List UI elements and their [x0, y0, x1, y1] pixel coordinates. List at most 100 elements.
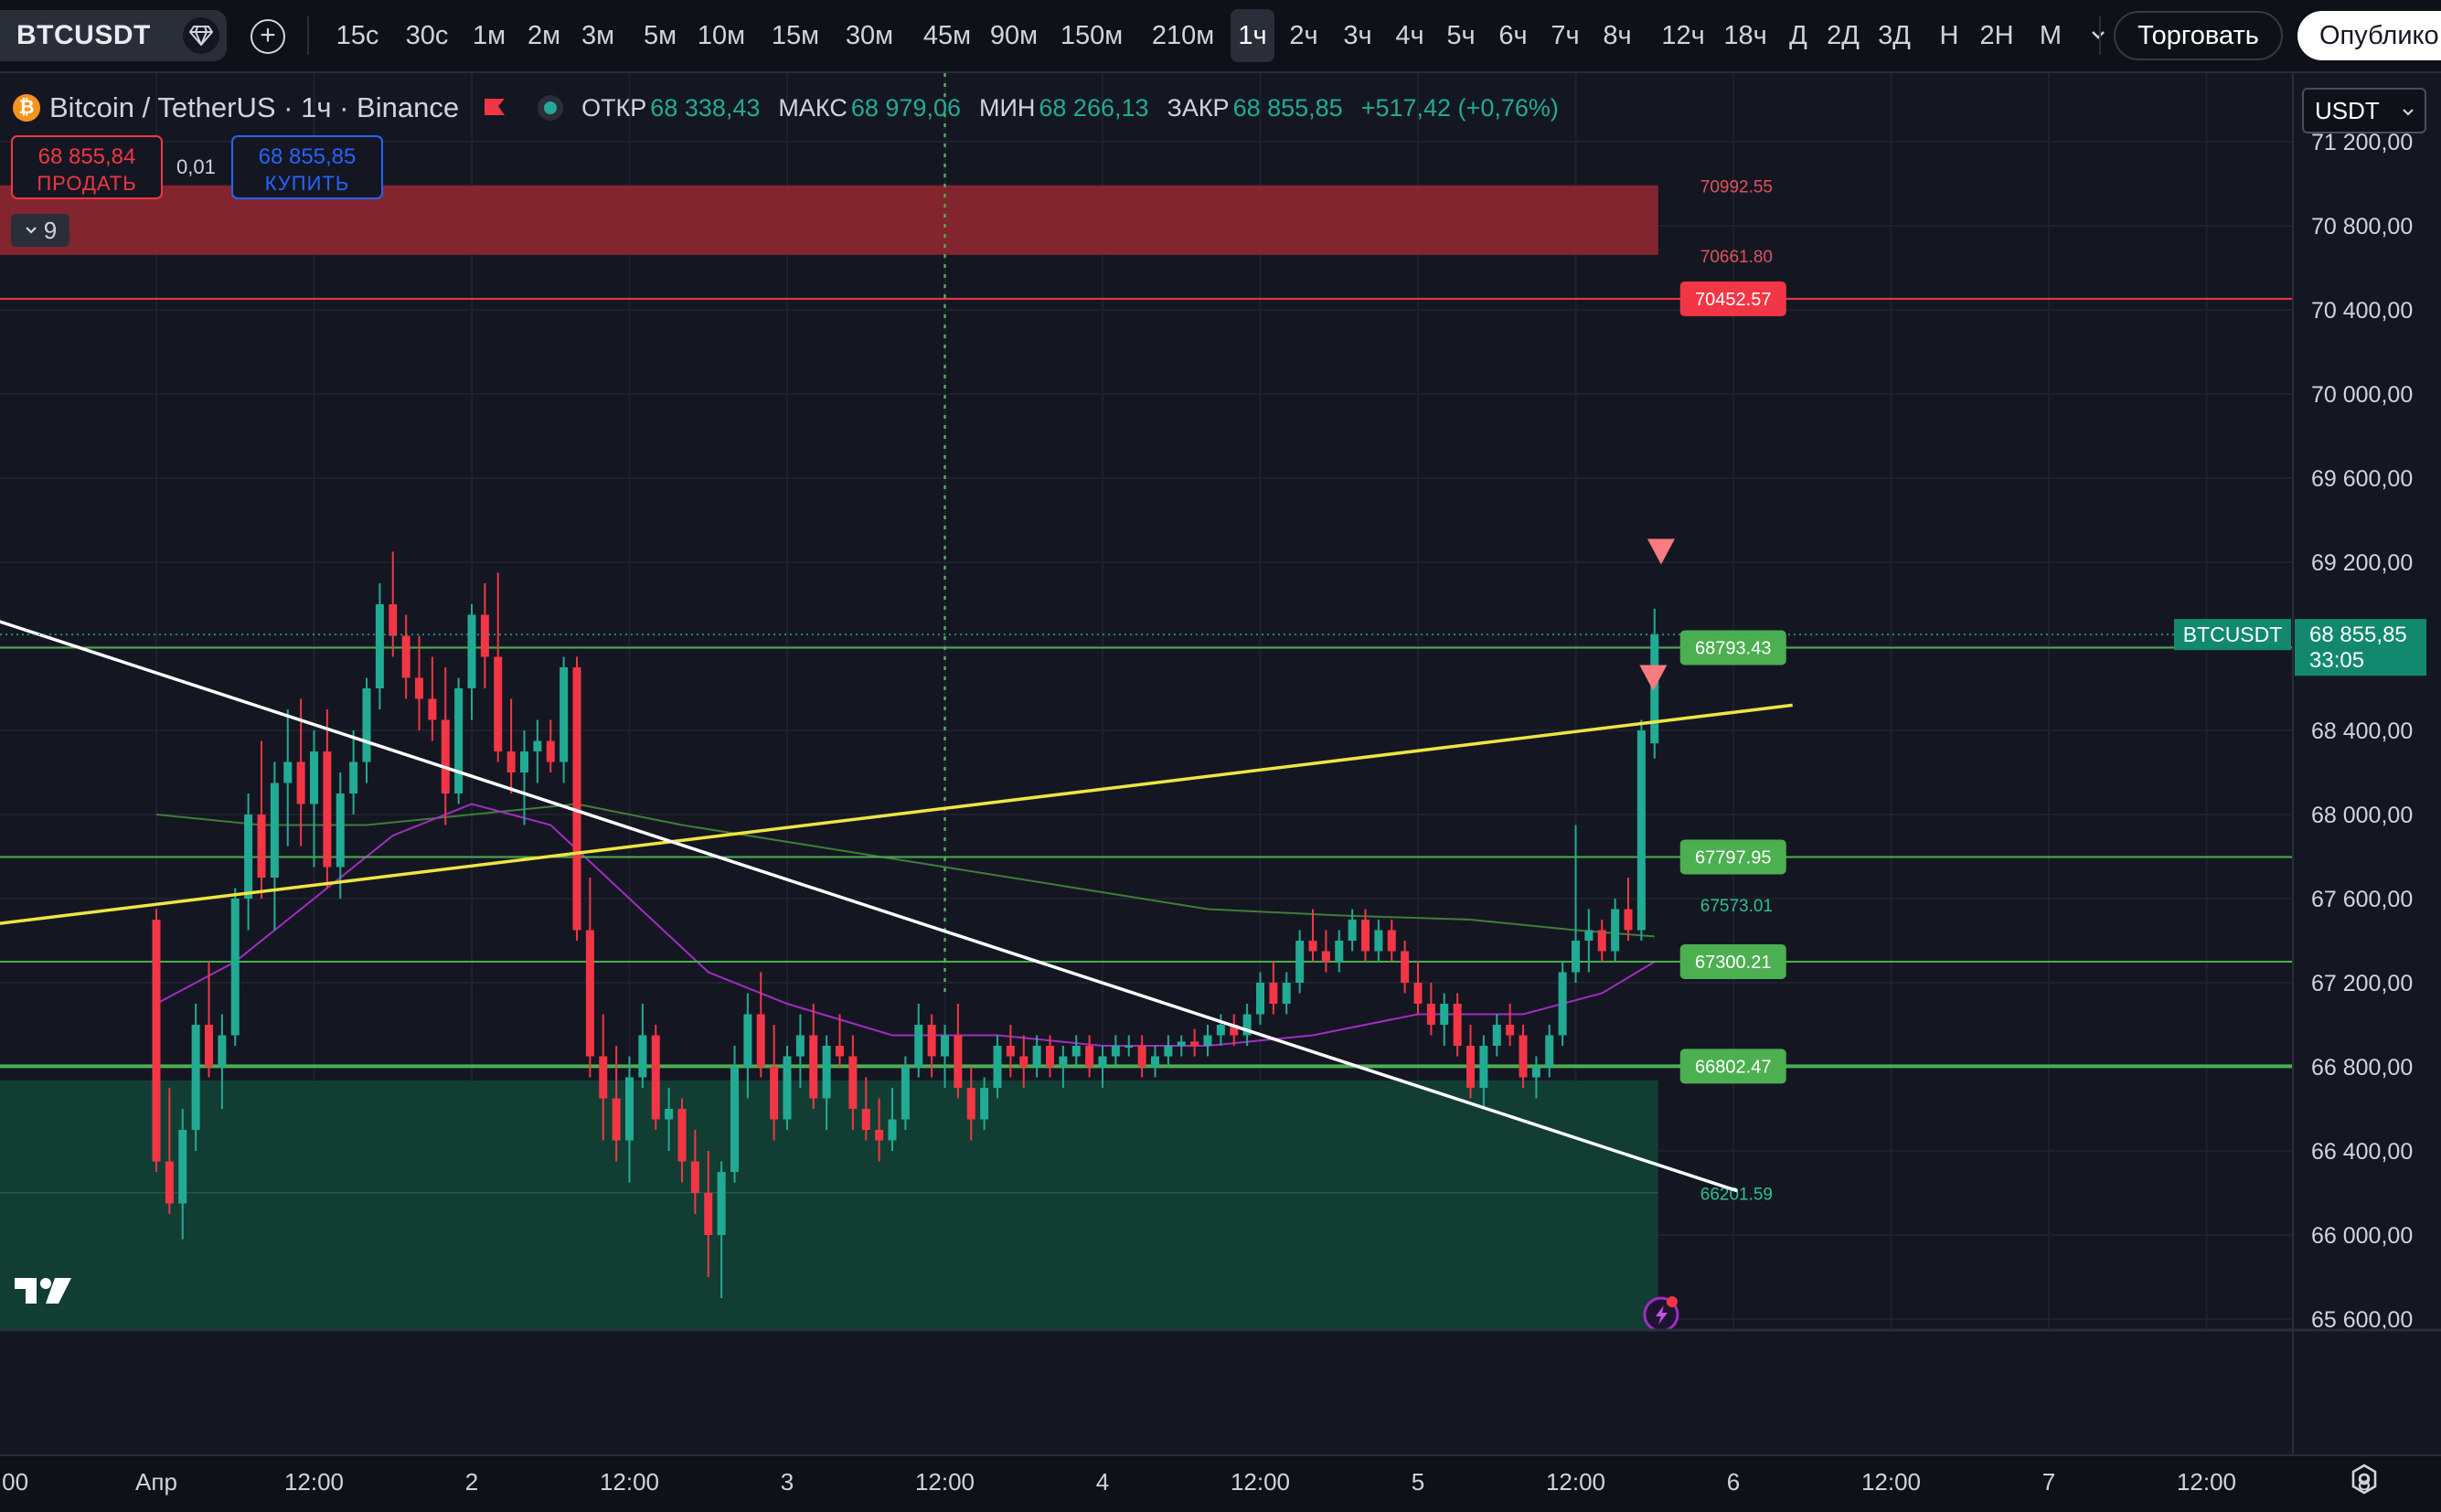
- interval-90м[interactable]: 90м: [989, 21, 1039, 50]
- candle-body[interactable]: [467, 614, 476, 689]
- interval-8ч[interactable]: 8ч: [1603, 21, 1632, 50]
- candle-body[interactable]: [875, 1130, 884, 1141]
- candle-body[interactable]: [665, 1109, 674, 1120]
- price-axis[interactable]: [2293, 73, 2441, 1329]
- candle-body[interactable]: [1059, 1056, 1068, 1068]
- candle-body[interactable]: [428, 698, 437, 720]
- interval-10м[interactable]: 10м: [697, 21, 746, 50]
- candle-body[interactable]: [770, 1067, 779, 1120]
- candle-body[interactable]: [1519, 1035, 1528, 1078]
- price-level-badge[interactable]: [1679, 839, 1786, 875]
- candle-body[interactable]: [546, 740, 555, 762]
- candle-body[interactable]: [980, 1088, 989, 1120]
- candle-body[interactable]: [1046, 1046, 1054, 1067]
- time-axis[interactable]: [0, 1455, 2441, 1512]
- candle-body[interactable]: [861, 1109, 870, 1130]
- candle-body[interactable]: [795, 1035, 805, 1057]
- legend-title[interactable]: Bitcoin / TetherUS · 1ч · Binance: [49, 91, 460, 123]
- interval-5м[interactable]: 5м: [643, 21, 677, 50]
- candle-body[interactable]: [1374, 930, 1383, 952]
- candle-body[interactable]: [1216, 1025, 1225, 1036]
- trendline-yellow[interactable]: [0, 703, 1793, 926]
- interval-1м[interactable]: 1м: [472, 21, 506, 50]
- trendline-white[interactable]: [0, 615, 1738, 1193]
- last-price-symbol-badge[interactable]: [2174, 619, 2291, 651]
- plus-icon[interactable]: +: [250, 19, 285, 54]
- candle-body[interactable]: [914, 1025, 923, 1067]
- candle-body[interactable]: [836, 1046, 844, 1057]
- candle-body[interactable]: [1151, 1056, 1159, 1068]
- candle-body[interactable]: [809, 1035, 818, 1099]
- candle-body[interactable]: [783, 1056, 792, 1120]
- candle-body[interactable]: [954, 1035, 963, 1089]
- candle-body[interactable]: [1032, 1046, 1041, 1067]
- interval-210м[interactable]: 210м: [1151, 21, 1215, 50]
- candle-body[interactable]: [1479, 1046, 1488, 1088]
- candle-body[interactable]: [1611, 909, 1620, 952]
- interval-45м[interactable]: 45м: [922, 21, 972, 50]
- candle-body[interactable]: [651, 1035, 660, 1120]
- candle-body[interactable]: [296, 761, 305, 804]
- candle-body[interactable]: [1190, 1041, 1199, 1046]
- candle-body[interactable]: [638, 1035, 647, 1078]
- candle-body[interactable]: [1321, 951, 1330, 963]
- candle-body[interactable]: [1071, 1046, 1081, 1057]
- candle-body[interactable]: [191, 1025, 200, 1130]
- candle-body[interactable]: [480, 614, 489, 657]
- candle-body[interactable]: [1440, 1004, 1449, 1025]
- candle-body[interactable]: [1650, 634, 1659, 744]
- candle-body[interactable]: [1164, 1046, 1173, 1057]
- candle-body[interactable]: [1111, 1046, 1120, 1057]
- price-level-badge[interactable]: [1679, 943, 1786, 979]
- candle-body[interactable]: [336, 793, 345, 868]
- candle-body[interactable]: [415, 677, 423, 699]
- candle-body[interactable]: [218, 1035, 227, 1068]
- candle-body[interactable]: [375, 604, 384, 688]
- indicators-collapse-button[interactable]: 9: [11, 214, 69, 247]
- candle-body[interactable]: [1572, 941, 1580, 973]
- candle-body[interactable]: [244, 815, 253, 899]
- symbol-search-button[interactable]: BTCUSDT: [0, 10, 227, 61]
- candle-body[interactable]: [1492, 1025, 1501, 1046]
- candle-body[interactable]: [323, 751, 332, 868]
- sell-button[interactable]: 68 855,84 ПРОДАТЬ: [11, 135, 163, 199]
- interval-18ч[interactable]: 18ч: [1723, 21, 1767, 50]
- candle-body[interactable]: [494, 656, 503, 752]
- interval-7ч[interactable]: 7ч: [1551, 21, 1580, 50]
- last-price-badge[interactable]: [2295, 619, 2426, 676]
- candle-body[interactable]: [1636, 730, 1646, 931]
- candle-body[interactable]: [927, 1025, 936, 1057]
- candle-body[interactable]: [1335, 941, 1344, 962]
- candle-body[interactable]: [1006, 1046, 1015, 1057]
- interval-2Н[interactable]: 2Н: [1979, 21, 2014, 50]
- interval-15с[interactable]: 15с: [336, 21, 379, 50]
- candle-body[interactable]: [717, 1172, 726, 1235]
- candle-body[interactable]: [1361, 920, 1370, 952]
- candle-body[interactable]: [165, 1161, 174, 1204]
- candle-body[interactable]: [743, 1014, 752, 1068]
- candle-body[interactable]: [1137, 1046, 1146, 1067]
- candle-body[interactable]: [1125, 1046, 1134, 1048]
- candle-body[interactable]: [585, 930, 594, 1057]
- candle-body[interactable]: [704, 1193, 713, 1235]
- candle-body[interactable]: [1019, 1056, 1029, 1068]
- candle-body[interactable]: [270, 783, 279, 878]
- candle-body[interactable]: [283, 761, 293, 783]
- candle-body[interactable]: [572, 667, 581, 931]
- candle-body[interactable]: [1413, 983, 1423, 1004]
- tradingview-logo[interactable]: [13, 1274, 73, 1307]
- candle-body[interactable]: [1453, 1004, 1462, 1046]
- interval-3ч[interactable]: 3ч: [1343, 21, 1372, 50]
- candle-body[interactable]: [1098, 1056, 1107, 1068]
- candle-body[interactable]: [454, 688, 464, 793]
- publish-button[interactable]: Опублико: [2297, 11, 2441, 60]
- candle-body[interactable]: [625, 1077, 634, 1141]
- interval-1ч[interactable]: 1ч: [1231, 9, 1274, 62]
- candle-body[interactable]: [1348, 920, 1357, 941]
- price-level-badge[interactable]: [1679, 281, 1786, 316]
- candle-body[interactable]: [230, 899, 240, 1036]
- interval-2м[interactable]: 2м: [527, 21, 561, 50]
- candle-body[interactable]: [401, 635, 410, 678]
- interval-2Д[interactable]: 2Д: [1827, 21, 1860, 50]
- candle-body[interactable]: [612, 1098, 621, 1141]
